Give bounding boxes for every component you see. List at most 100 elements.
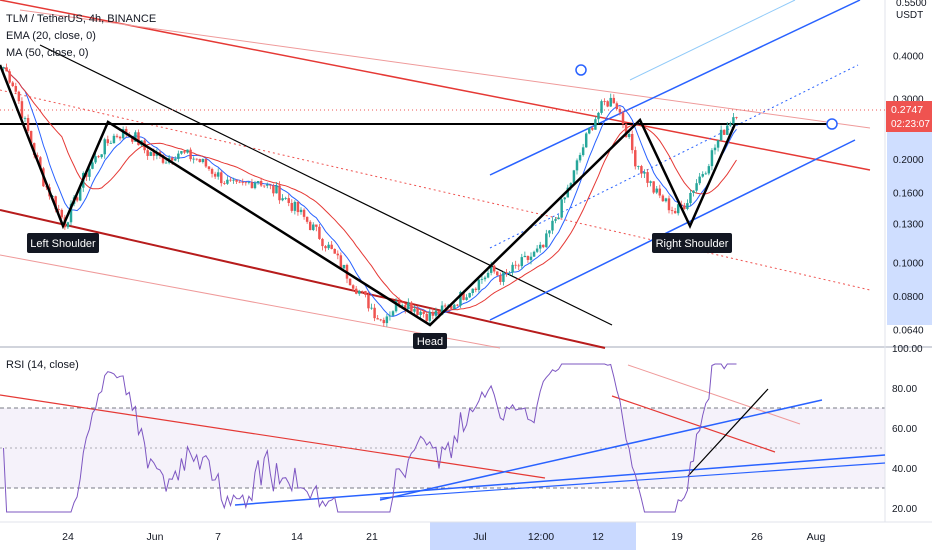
candle[interactable] xyxy=(244,181,248,186)
candle[interactable] xyxy=(149,151,152,156)
candle[interactable] xyxy=(508,271,511,276)
candle[interactable] xyxy=(588,127,591,135)
candle[interactable] xyxy=(410,301,413,314)
rsi-red-downtrend[interactable] xyxy=(0,394,546,479)
candle[interactable] xyxy=(17,90,21,105)
candle[interactable] xyxy=(232,177,235,184)
candle[interactable] xyxy=(416,305,419,316)
candle[interactable] xyxy=(26,114,30,133)
candle[interactable] xyxy=(637,165,640,170)
candle[interactable] xyxy=(94,152,97,164)
candle[interactable] xyxy=(542,244,545,249)
symbol-title[interactable]: TLM / TetherUS, 4h, BINANCE xyxy=(6,13,156,25)
candle[interactable] xyxy=(707,163,711,176)
candle[interactable] xyxy=(361,290,364,294)
neckline-handle[interactable] xyxy=(826,118,838,130)
candle[interactable] xyxy=(529,252,533,265)
candle[interactable] xyxy=(597,111,600,124)
candle[interactable] xyxy=(23,116,27,123)
candle[interactable] xyxy=(177,150,180,163)
candle[interactable] xyxy=(609,93,612,107)
candle[interactable] xyxy=(318,224,321,241)
channel-upper-red[interactable] xyxy=(0,0,871,171)
candle[interactable] xyxy=(606,100,609,108)
candle[interactable] xyxy=(2,66,5,71)
candle[interactable] xyxy=(247,181,251,185)
candle[interactable] xyxy=(302,208,306,220)
candle[interactable] xyxy=(630,130,634,154)
candle[interactable] xyxy=(57,204,60,213)
candle[interactable] xyxy=(667,195,671,214)
candle[interactable] xyxy=(686,199,689,211)
candle[interactable] xyxy=(499,272,502,285)
candle[interactable] xyxy=(603,98,606,106)
candle[interactable] xyxy=(695,179,698,193)
candle[interactable] xyxy=(164,159,168,164)
candle[interactable] xyxy=(545,229,548,248)
candle[interactable] xyxy=(640,164,643,178)
candle[interactable] xyxy=(201,158,205,164)
candle[interactable] xyxy=(391,310,395,317)
candle[interactable] xyxy=(238,179,241,184)
candle[interactable] xyxy=(692,190,695,197)
candle[interactable] xyxy=(443,303,447,309)
candle[interactable] xyxy=(480,275,484,284)
candle[interactable] xyxy=(578,152,582,163)
candle[interactable] xyxy=(333,248,336,254)
candle[interactable] xyxy=(722,129,726,135)
candle[interactable] xyxy=(315,224,318,232)
candle[interactable] xyxy=(266,182,269,189)
candle[interactable] xyxy=(207,166,211,171)
candle[interactable] xyxy=(354,285,358,295)
candle[interactable] xyxy=(735,116,738,120)
candle[interactable] xyxy=(557,214,560,220)
candle[interactable] xyxy=(358,289,361,296)
candle[interactable] xyxy=(100,154,103,159)
candle[interactable] xyxy=(526,255,530,263)
blue-channel-upper[interactable] xyxy=(489,0,861,176)
candle[interactable] xyxy=(496,271,499,276)
candle[interactable] xyxy=(551,217,554,235)
candle[interactable] xyxy=(327,241,330,250)
candle[interactable] xyxy=(370,303,373,310)
candle[interactable] xyxy=(658,184,662,199)
candle[interactable] xyxy=(223,181,226,185)
candle[interactable] xyxy=(511,262,514,277)
candle[interactable] xyxy=(532,250,536,257)
candle[interactable] xyxy=(627,131,631,139)
rsi-blue-uptrend-3[interactable] xyxy=(379,399,823,501)
candle[interactable] xyxy=(256,180,260,185)
candle[interactable] xyxy=(287,194,290,207)
candle[interactable] xyxy=(293,200,297,215)
candle[interactable] xyxy=(646,169,649,188)
candle[interactable] xyxy=(689,189,692,206)
candle[interactable] xyxy=(710,148,714,171)
candle[interactable] xyxy=(106,135,110,146)
candle[interactable] xyxy=(621,110,625,129)
candle[interactable] xyxy=(468,292,471,299)
candle[interactable] xyxy=(618,106,622,116)
candle[interactable] xyxy=(14,82,18,94)
candle[interactable] xyxy=(278,181,281,204)
candle[interactable] xyxy=(581,143,585,157)
candle[interactable] xyxy=(425,311,428,323)
candle[interactable] xyxy=(483,275,487,282)
candle[interactable] xyxy=(502,271,505,286)
candle[interactable] xyxy=(253,180,257,190)
candle[interactable] xyxy=(535,245,539,254)
candle[interactable] xyxy=(548,229,551,238)
candle[interactable] xyxy=(367,291,370,312)
candle[interactable] xyxy=(284,196,287,200)
candle[interactable] xyxy=(600,99,603,115)
candle[interactable] xyxy=(299,207,303,215)
candle[interactable] xyxy=(198,158,202,163)
left-shoulder-label[interactable]: Left Shoulder xyxy=(27,233,99,253)
candle[interactable] xyxy=(683,202,686,210)
candle[interactable] xyxy=(305,216,309,224)
candle[interactable] xyxy=(612,94,616,104)
candle[interactable] xyxy=(364,290,367,298)
candle[interactable] xyxy=(729,121,732,127)
candle[interactable] xyxy=(351,284,355,292)
head-label[interactable]: Head xyxy=(413,333,447,349)
